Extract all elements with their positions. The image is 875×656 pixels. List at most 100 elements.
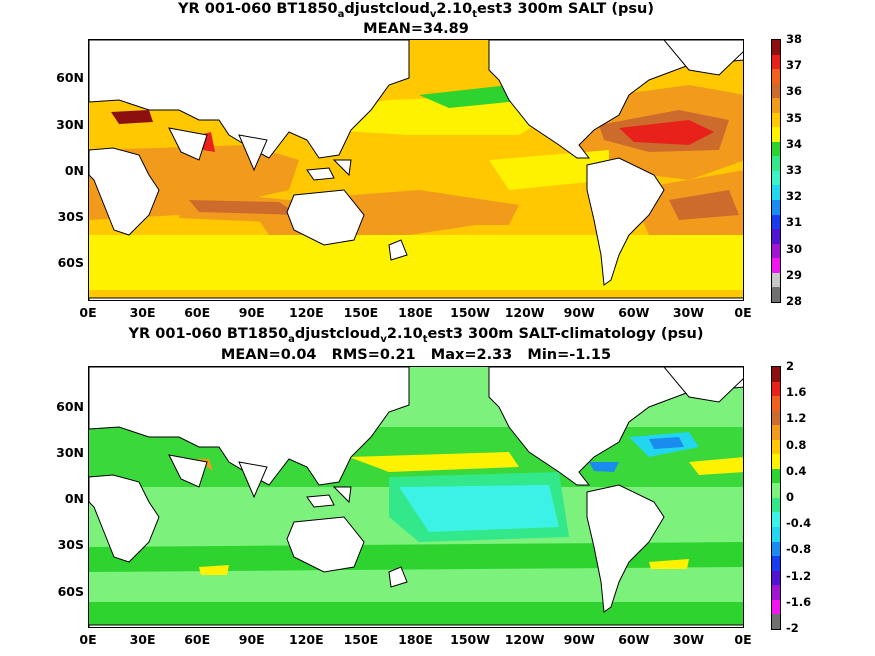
lon-label: 150W	[450, 632, 491, 647]
colorbar-label: -0.4	[786, 516, 812, 531]
lon-label: 120W	[504, 632, 545, 647]
colorbar-swatch	[772, 614, 780, 629]
colorbar-swatch	[772, 258, 780, 273]
colorbar-swatch	[772, 229, 780, 244]
colorbar-label: -1.2	[786, 568, 812, 583]
lon-label: 120W	[504, 305, 545, 320]
colorbar-label: 1.6	[786, 385, 807, 400]
lat-label: 60S	[57, 255, 84, 270]
lon-label: 0E	[734, 305, 752, 320]
colorbar-swatch	[772, 243, 780, 259]
colorbar-swatch	[772, 599, 780, 615]
lon-label: 90W	[563, 305, 595, 320]
colorbar-swatch	[772, 69, 780, 84]
colorbar-label: 29	[786, 267, 803, 282]
colorbar-swatch	[772, 381, 780, 397]
colorbar-swatch	[772, 367, 780, 382]
lon-label: 0E	[734, 632, 752, 647]
salt-anomaly-map	[89, 367, 743, 627]
lat-label: 60S	[57, 584, 84, 599]
colorbar-label: 0.4	[786, 463, 807, 478]
colorbar-label: 35	[786, 110, 803, 125]
colorbar-swatch	[772, 98, 780, 113]
colorbar-swatch	[772, 512, 780, 528]
lat-label: 30N	[56, 445, 84, 460]
lat-label: 30S	[57, 537, 84, 552]
lon-label: 30E	[129, 305, 156, 320]
colorbar-swatch	[772, 127, 780, 142]
colorbar-label: 31	[786, 215, 803, 230]
lon-label: 180E	[398, 632, 433, 647]
colorbar-label: 2	[786, 359, 795, 373]
colorbar-label: 28	[786, 294, 803, 308]
lat-label: 0N	[64, 491, 84, 506]
colorbar-swatch	[772, 585, 780, 600]
colorbar-label: -0.8	[786, 542, 812, 557]
panel-2-title: YR 001-060 BT1850adjustcloudv2.10test3 3…	[128, 326, 704, 345]
colorbar-swatch	[772, 410, 780, 426]
colorbar-label: -2	[786, 621, 799, 635]
colorbar-swatch	[772, 156, 780, 171]
lon-label: 60W	[618, 632, 650, 647]
colorbar-swatch	[772, 141, 780, 157]
salt-map-top	[89, 40, 743, 300]
panel-1-subtitle: MEAN=34.89	[363, 21, 469, 37]
colorbar-swatch	[772, 272, 780, 288]
lat-label: 30N	[56, 117, 84, 132]
colorbar-swatch	[772, 287, 780, 302]
colorbar-swatch	[772, 396, 780, 411]
colorbar-top	[771, 39, 781, 303]
colorbar-swatch	[772, 570, 780, 586]
lon-label: 60W	[618, 305, 650, 320]
colorbar-swatch	[772, 454, 780, 469]
lat-label: 30S	[57, 209, 84, 224]
lat-label: 60N	[56, 70, 84, 85]
colorbar-label: 34	[786, 136, 803, 151]
lon-label: 150E	[343, 305, 379, 320]
colorbar-label: 37	[786, 58, 803, 73]
lat-label: 0N	[64, 163, 84, 178]
colorbar-swatch	[772, 556, 780, 571]
colorbar-swatch	[772, 83, 780, 99]
lon-label: 90W	[563, 632, 595, 647]
lon-label: 90E	[238, 632, 265, 647]
colorbar-swatch	[772, 497, 780, 513]
colorbar-label: -1.6	[786, 594, 812, 609]
colorbar-swatch	[772, 200, 780, 215]
colorbar-label: 0.8	[786, 437, 807, 452]
colorbar-bottom	[771, 366, 781, 630]
lon-label: 0E	[79, 305, 97, 320]
colorbar-swatch	[772, 112, 780, 128]
lon-label: 0E	[79, 632, 97, 647]
lat-label: 60N	[56, 399, 84, 414]
lon-label: 60E	[184, 632, 211, 647]
colorbar-swatch	[772, 170, 780, 186]
colorbar-swatch	[772, 483, 780, 498]
colorbar-swatch	[772, 54, 780, 70]
colorbar-swatch	[772, 40, 780, 55]
colorbar-label: 0	[786, 490, 795, 504]
lon-label: 30E	[129, 632, 156, 647]
lon-label: 60E	[184, 305, 211, 320]
lon-label: 30W	[672, 632, 704, 647]
colorbar-swatch	[772, 527, 780, 542]
lon-label: 150W	[450, 305, 491, 320]
lon-label: 30W	[672, 305, 704, 320]
colorbar-swatch	[772, 214, 780, 230]
lon-label: 90E	[238, 305, 265, 320]
colorbar-swatch	[772, 541, 780, 557]
colorbar-label: 1.2	[786, 411, 807, 426]
lon-label: 180E	[398, 305, 433, 320]
colorbar-label: 30	[786, 241, 803, 256]
colorbar-label: 33	[786, 163, 803, 177]
panel-1-title: YR 001-060 BT1850adjustcloudv2.10test3 3…	[178, 1, 654, 20]
lon-label: 150E	[343, 632, 379, 647]
panel-2-map	[88, 366, 744, 628]
colorbar-label: 36	[786, 84, 803, 99]
colorbar-label: 32	[786, 189, 803, 204]
colorbar-label: 38	[786, 32, 803, 46]
panel-2-subtitle: MEAN=0.04 RMS=0.21 Max=2.33 Min=-1.15	[220, 347, 612, 363]
colorbar-swatch	[772, 425, 780, 440]
panel-1-map	[88, 39, 744, 301]
colorbar-swatch	[772, 185, 780, 201]
